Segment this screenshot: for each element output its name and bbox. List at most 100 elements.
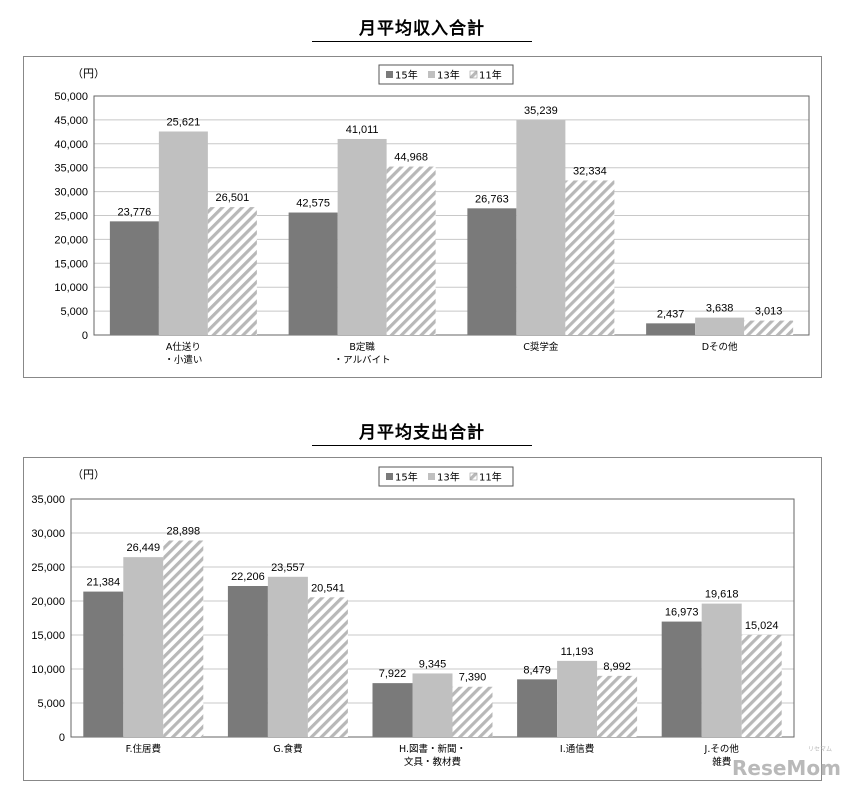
bar-11年-2 <box>452 686 493 737</box>
bar-15年-2 <box>467 208 517 335</box>
category-label: F.住居費 <box>126 743 161 755</box>
bar-11年-1 <box>386 166 436 335</box>
y-tick-label: 30,000 <box>54 187 88 199</box>
expense-chart-svg: （円） 0 5,000 10,000 15,000 20,000 25,000 30,000 3… <box>31 466 795 768</box>
legend-swatch <box>428 71 435 78</box>
bar-11年-0 <box>207 207 257 335</box>
legend-swatch <box>386 473 393 480</box>
bar-15年-1 <box>227 585 268 737</box>
y-tick-label: 10,000 <box>54 282 88 294</box>
y-tick-label: 40,000 <box>54 139 88 151</box>
bar-value-label: 28,898 <box>166 525 200 537</box>
bar-15年-1 <box>288 212 338 335</box>
plot-area <box>93 95 810 336</box>
category-label: A仕送り <box>166 341 201 353</box>
bar-value-label: 25,621 <box>167 116 201 128</box>
y-tick-label: 20,000 <box>31 596 65 608</box>
category-label: ・アルバイト <box>334 355 391 366</box>
bar-value-label: 35,239 <box>524 105 558 117</box>
bar-11年-2 <box>565 180 615 335</box>
bar-value-label: 3,013 <box>755 306 783 318</box>
category-label: ・小遣い <box>164 354 202 366</box>
bar-value-label: 8,479 <box>523 664 551 676</box>
legend-label: 11年 <box>479 69 502 82</box>
legend-swatch <box>469 70 478 79</box>
bar-value-label: 20,541 <box>311 582 345 594</box>
bar-value-label: 41,011 <box>346 124 379 136</box>
y-tick-label: 35,000 <box>31 494 65 506</box>
bar-value-label: 21,384 <box>86 577 120 589</box>
bar-11年-3 <box>597 675 638 737</box>
category-label: 文具・教材費 <box>404 756 461 768</box>
bar-value-label: 15,024 <box>745 620 779 632</box>
y-unit-label: （円） <box>72 67 105 80</box>
y-tick-label: 20,000 <box>54 234 88 246</box>
y-tick-label: 25,000 <box>31 562 65 574</box>
legend: 15年 13年 11年 <box>378 64 514 85</box>
bar-value-label: 23,776 <box>118 206 152 218</box>
y-tick-label: 15,000 <box>31 630 65 642</box>
bar-15年-2 <box>372 683 413 737</box>
y-tick-label: 15,000 <box>54 258 88 270</box>
legend-label: 13年 <box>437 471 460 484</box>
bar-value-label: 16,973 <box>665 607 699 619</box>
y-tick-label: 45,000 <box>54 115 88 127</box>
bar-value-label: 44,968 <box>394 152 428 164</box>
bar-13年-1 <box>337 138 387 335</box>
category-label: Dその他 <box>702 341 738 353</box>
y-tick-label: 5,000 <box>60 306 88 318</box>
bar-13年-3 <box>557 660 598 737</box>
bar-value-label: 3,638 <box>706 303 734 315</box>
y-tick-label: 10,000 <box>31 664 65 676</box>
legend-swatch <box>428 473 435 480</box>
category-label: I.通信費 <box>560 743 594 755</box>
category-label: 雑費 <box>712 756 731 768</box>
bar-value-label: 32,334 <box>573 165 607 177</box>
bar-13年-0 <box>158 131 208 335</box>
income-chart-svg: （円） 0 5,000 10,000 15,000 20,000 25,000 30,000 3… <box>54 64 810 366</box>
legend-label: 13年 <box>437 69 460 82</box>
y-tick-label: 0 <box>59 732 65 744</box>
bar-13年-2 <box>412 673 453 737</box>
expense-chart-panel: （円） 0 5,000 10,000 15,000 20,000 25,000 30,000 3… <box>23 457 822 781</box>
category-label: C奨学金 <box>523 341 559 353</box>
bar-value-label: 7,922 <box>379 668 407 680</box>
bar-value-label: 22,206 <box>231 571 265 583</box>
chart-title-expense: 月平均支出合計 <box>312 418 532 446</box>
y-tick-label: 35,000 <box>54 163 88 175</box>
legend: 15年 13年 11年 <box>378 466 514 487</box>
bar-15年-0 <box>83 591 124 737</box>
bar-value-label: 8,992 <box>603 661 631 673</box>
y-tick-label: 0 <box>82 330 88 342</box>
bar-value-label: 26,449 <box>126 542 160 554</box>
category-label: B定職 <box>349 341 375 353</box>
bar-15年-0 <box>109 221 159 335</box>
bar-value-label: 26,501 <box>216 192 250 204</box>
bar-value-label: 9,345 <box>419 658 447 670</box>
category-label: J.その他 <box>704 743 740 755</box>
chart-title-income: 月平均収入合計 <box>312 14 532 42</box>
bar-11年-4 <box>741 634 782 737</box>
bar-15年-4 <box>661 621 702 737</box>
income-chart-panel: （円） 0 5,000 10,000 15,000 20,000 25,000 30,000 3… <box>23 56 822 378</box>
bar-value-label: 19,618 <box>705 589 739 601</box>
y-tick-label: 5,000 <box>37 698 65 710</box>
bar-13年-0 <box>123 557 164 737</box>
bar-13年-3 <box>695 317 745 335</box>
legend-label: 15年 <box>395 471 418 484</box>
legend-label: 15年 <box>395 69 418 82</box>
legend-swatch <box>386 71 393 78</box>
bar-value-label: 23,557 <box>271 562 305 574</box>
bar-13年-2 <box>516 120 566 335</box>
bar-value-label: 42,575 <box>296 198 330 210</box>
legend-label: 11年 <box>479 471 502 484</box>
bar-15年-3 <box>517 679 558 737</box>
bar-13年-4 <box>701 603 742 737</box>
bar-value-label: 11,193 <box>561 646 594 658</box>
bar-13年-1 <box>267 576 308 737</box>
bar-11年-3 <box>744 320 794 335</box>
category-label: H.図書・新聞・ <box>399 743 466 755</box>
bar-15年-3 <box>646 323 696 335</box>
bar-value-label: 2,437 <box>657 308 685 320</box>
y-tick-label: 50,000 <box>54 91 88 103</box>
